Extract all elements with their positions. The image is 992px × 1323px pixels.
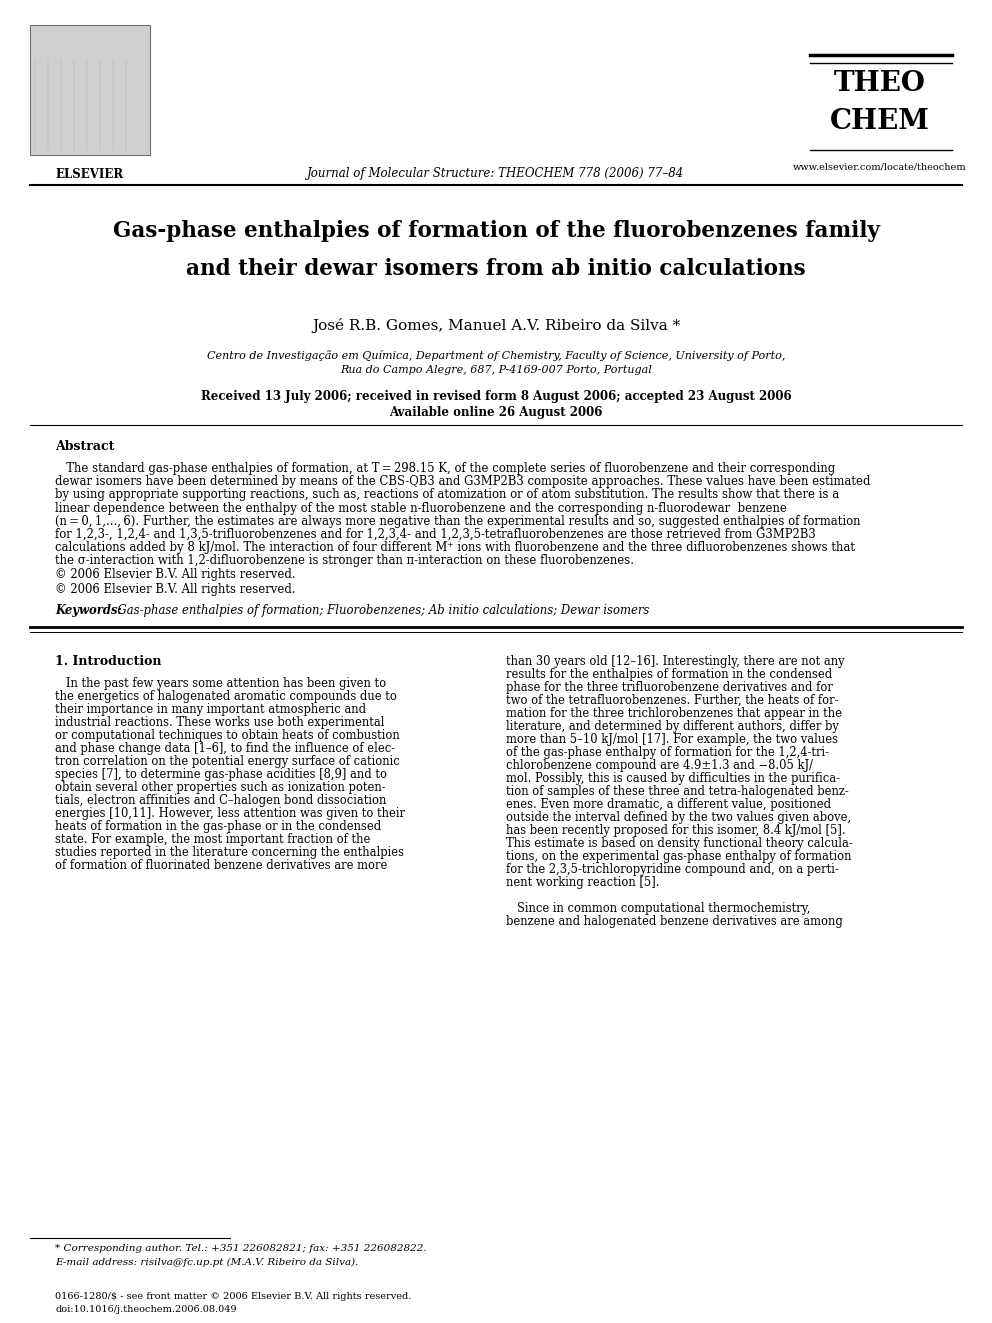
Text: tion of samples of these three and tetra-halogenated benz-: tion of samples of these three and tetra… <box>506 785 849 798</box>
Text: Available online 26 August 2006: Available online 26 August 2006 <box>389 406 603 419</box>
Text: Keywords:: Keywords: <box>55 605 122 617</box>
Text: industrial reactions. These works use both experimental: industrial reactions. These works use bo… <box>55 716 385 729</box>
Text: by using appropriate supporting reactions, such as, reactions of atomization or : by using appropriate supporting reaction… <box>55 488 839 501</box>
Text: © 2006 Elsevier B.V. All rights reserved.: © 2006 Elsevier B.V. All rights reserved… <box>55 583 296 595</box>
Text: state. For example, the most important fraction of the: state. For example, the most important f… <box>55 833 370 847</box>
Text: studies reported in the literature concerning the enthalpies: studies reported in the literature conce… <box>55 847 404 859</box>
Text: nent working reaction [5].: nent working reaction [5]. <box>506 876 660 889</box>
Text: outside the interval defined by the two values given above,: outside the interval defined by the two … <box>506 811 851 824</box>
Text: CHEM: CHEM <box>830 108 930 135</box>
Text: than 30 years old [12–16]. Interestingly, there are not any: than 30 years old [12–16]. Interestingly… <box>506 655 844 668</box>
Text: calculations added by 8 kJ/mol. The interaction of four different M⁺ ions with f: calculations added by 8 kJ/mol. The inte… <box>55 541 855 554</box>
Text: benzene and halogenated benzene derivatives are among: benzene and halogenated benzene derivati… <box>506 916 843 929</box>
Text: Since in common computational thermochemistry,: Since in common computational thermochem… <box>506 902 810 916</box>
Text: enes. Even more dramatic, a different value, positioned: enes. Even more dramatic, a different va… <box>506 798 831 811</box>
Text: has been recently proposed for this isomer, 8.4 kJ/mol [5].: has been recently proposed for this isom… <box>506 824 845 837</box>
Text: more than 5–10 kJ/mol [17]. For example, the two values: more than 5–10 kJ/mol [17]. For example,… <box>506 733 838 746</box>
Text: The standard gas-phase enthalpies of formation, at T = 298.15 K, of the complete: The standard gas-phase enthalpies of for… <box>55 462 835 475</box>
Text: 0166-1280/$ - see front matter © 2006 Elsevier B.V. All rights reserved.: 0166-1280/$ - see front matter © 2006 El… <box>55 1293 412 1301</box>
Text: the σ-interaction with 1,2-difluorobenzene is stronger than π-interaction on the: the σ-interaction with 1,2-difluorobenze… <box>55 554 634 568</box>
Text: two of the tetrafluorobenzenes. Further, the heats of for-: two of the tetrafluorobenzenes. Further,… <box>506 695 838 708</box>
Text: literature, and determined by different authors, differ by: literature, and determined by different … <box>506 720 839 733</box>
Text: heats of formation in the gas-phase or in the condensed: heats of formation in the gas-phase or i… <box>55 820 381 833</box>
Text: tials, electron affinities and C–halogen bond dissociation: tials, electron affinities and C–halogen… <box>55 794 386 807</box>
Text: and their dewar isomers from ab initio calculations: and their dewar isomers from ab initio c… <box>186 258 806 280</box>
Text: Gas-phase enthalpies of formation of the fluorobenzenes family: Gas-phase enthalpies of formation of the… <box>112 220 880 242</box>
Text: chlorobenzene compound are 4.9±1.3 and −8.05 kJ/: chlorobenzene compound are 4.9±1.3 and −… <box>506 759 813 773</box>
Text: 1. Introduction: 1. Introduction <box>55 655 162 668</box>
Text: tions, on the experimental gas-phase enthalpy of formation: tions, on the experimental gas-phase ent… <box>506 851 851 863</box>
Text: This estimate is based on density functional theory calcula-: This estimate is based on density functi… <box>506 837 853 851</box>
Text: for 1,2,3-, 1,2,4- and 1,3,5-trifluorobenzenes and for 1,2,3,4- and 1,2,3,5-tetr: for 1,2,3-, 1,2,4- and 1,3,5-trifluorobe… <box>55 528 815 541</box>
Text: dewar isomers have been determined by means of the CBS-QB3 and G3MP2B3 composite: dewar isomers have been determined by me… <box>55 475 871 488</box>
Text: and phase change data [1–6], to find the influence of elec-: and phase change data [1–6], to find the… <box>55 742 395 755</box>
Text: (n = 0, 1,..., 6). Further, the estimates are always more negative than the expe: (n = 0, 1,..., 6). Further, the estimate… <box>55 515 860 528</box>
Text: doi:10.1016/j.theochem.2006.08.049: doi:10.1016/j.theochem.2006.08.049 <box>55 1304 237 1314</box>
Text: energies [10,11]. However, less attention was given to their: energies [10,11]. However, less attentio… <box>55 807 405 820</box>
Text: Journal of Molecular Structure: THEOCHEM 778 (2006) 77–84: Journal of Molecular Structure: THEOCHEM… <box>308 167 684 180</box>
Text: of the gas-phase enthalpy of formation for the 1,2,4-tri-: of the gas-phase enthalpy of formation f… <box>506 746 829 759</box>
Text: Centro de Investigação em Química, Department of Chemistry, Faculty of Science, : Centro de Investigação em Química, Depar… <box>206 351 786 361</box>
Text: results for the enthalpies of formation in the condensed: results for the enthalpies of formation … <box>506 668 832 681</box>
Text: Abstract: Abstract <box>55 441 114 452</box>
Text: In the past few years some attention has been given to: In the past few years some attention has… <box>55 677 386 691</box>
Text: for the 2,3,5-trichloropyridine compound and, on a perti-: for the 2,3,5-trichloropyridine compound… <box>506 863 839 876</box>
Text: Rua do Campo Alegre, 687, P-4169-007 Porto, Portugal: Rua do Campo Alegre, 687, P-4169-007 Por… <box>340 365 652 374</box>
Text: Gas-phase enthalpies of formation; Fluorobenzenes; Ab initio calculations; Dewar: Gas-phase enthalpies of formation; Fluor… <box>110 605 650 617</box>
Text: mation for the three trichlorobenzenes that appear in the: mation for the three trichlorobenzenes t… <box>506 708 842 720</box>
Text: obtain several other properties such as ionization poten-: obtain several other properties such as … <box>55 781 386 794</box>
Text: E-mail address: risilva@fc.up.pt (M.A.V. Ribeiro da Silva).: E-mail address: risilva@fc.up.pt (M.A.V.… <box>55 1258 358 1267</box>
Text: ELSEVIER: ELSEVIER <box>56 168 124 181</box>
Text: José R.B. Gomes, Manuel A.V. Ribeiro da Silva *: José R.B. Gomes, Manuel A.V. Ribeiro da … <box>311 318 681 333</box>
Text: phase for the three trifluorobenzene derivatives and for: phase for the three trifluorobenzene der… <box>506 681 833 695</box>
Text: linear dependence between the enthalpy of the most stable n-fluorobenzene and th: linear dependence between the enthalpy o… <box>55 501 787 515</box>
Text: * Corresponding author. Tel.: +351 226082821; fax: +351 226082822.: * Corresponding author. Tel.: +351 22608… <box>55 1244 427 1253</box>
Text: Received 13 July 2006; received in revised form 8 August 2006; accepted 23 Augus: Received 13 July 2006; received in revis… <box>200 390 792 404</box>
Text: or computational techniques to obtain heats of combustion: or computational techniques to obtain he… <box>55 729 400 742</box>
Text: the energetics of halogenated aromatic compounds due to: the energetics of halogenated aromatic c… <box>55 691 397 704</box>
Text: their importance in many important atmospheric and: their importance in many important atmos… <box>55 704 366 716</box>
Text: THEO: THEO <box>834 70 926 97</box>
Bar <box>30 25 150 155</box>
Text: tron correlation on the potential energy surface of cationic: tron correlation on the potential energy… <box>55 755 400 769</box>
Text: of formation of fluorinated benzene derivatives are more: of formation of fluorinated benzene deri… <box>55 859 387 872</box>
Text: mol. Possibly, this is caused by difficulties in the purifica-: mol. Possibly, this is caused by difficu… <box>506 773 840 785</box>
Text: © 2006 Elsevier B.V. All rights reserved.: © 2006 Elsevier B.V. All rights reserved… <box>55 568 296 581</box>
Text: www.elsevier.com/locate/theochem: www.elsevier.com/locate/theochem <box>794 161 967 171</box>
Text: species [7], to determine gas-phase acidities [8,9] and to: species [7], to determine gas-phase acid… <box>55 769 387 781</box>
